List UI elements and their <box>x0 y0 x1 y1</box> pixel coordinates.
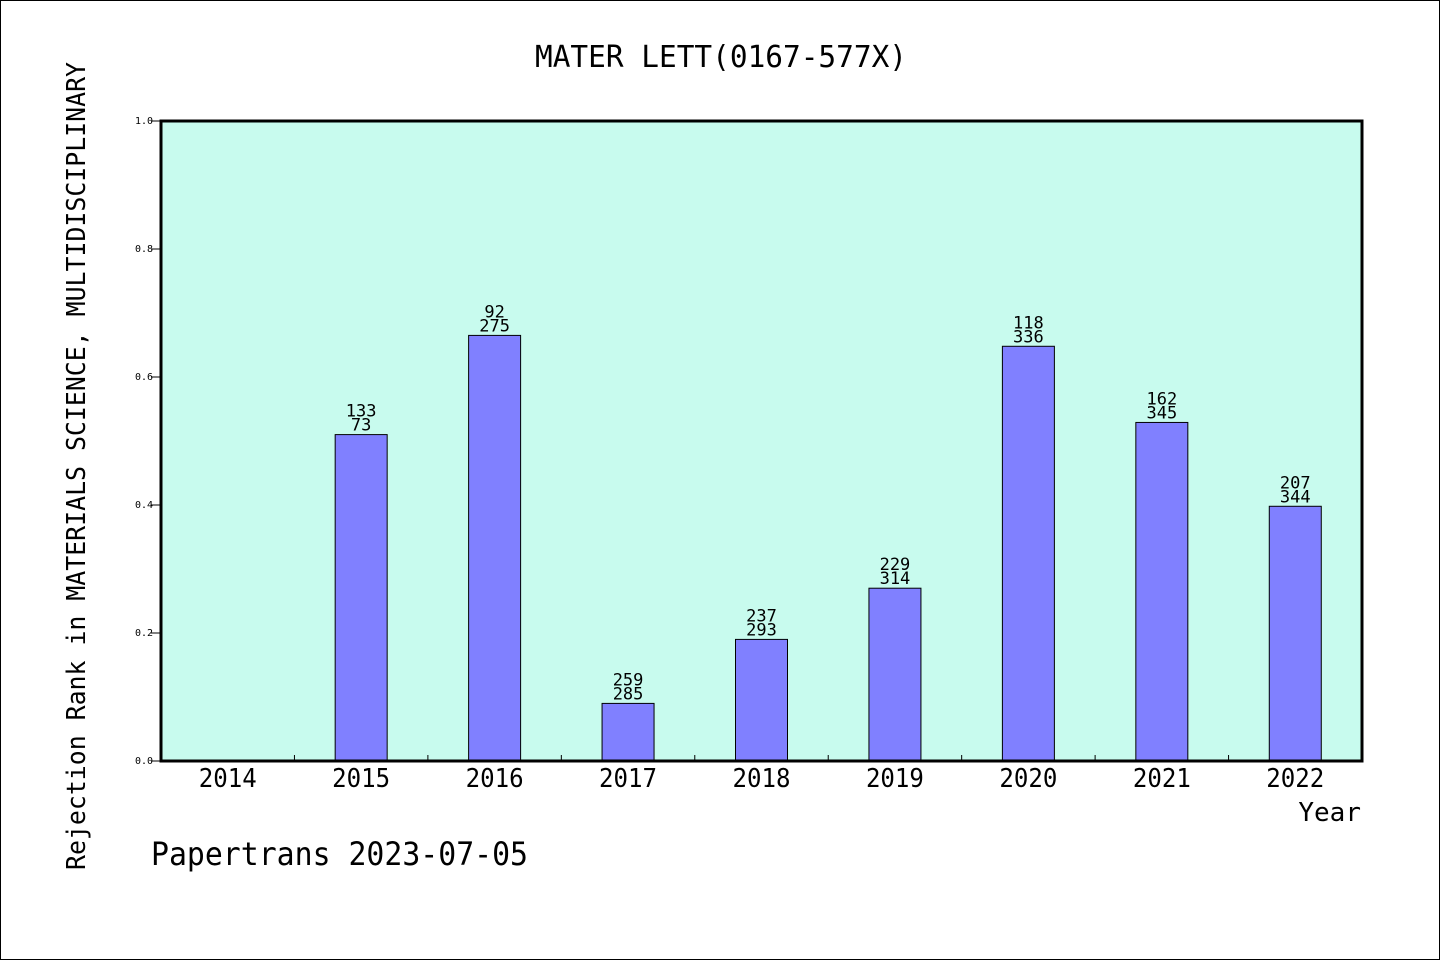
bar-label-top: 207 <box>1280 473 1311 493</box>
bar-label-top: 237 <box>746 606 777 626</box>
footer-credit: Papertrans 2023-07-05 <box>151 835 528 873</box>
bar-label-bottom: 344 <box>1280 487 1311 507</box>
y-tick-label: 0.0 <box>135 756 153 767</box>
x-tick-label: 2021 <box>1133 764 1191 794</box>
bar-2020 <box>1001 345 1055 762</box>
bar-label-top: 118 <box>1013 313 1044 333</box>
bar-2019 <box>868 587 922 762</box>
x-tick-label: 2015 <box>332 764 390 794</box>
bar-2018 <box>735 638 788 762</box>
bar-label-top: 162 <box>1146 389 1177 409</box>
y-axis-label: Rejection Rank in MATERIALS SCIENCE, MUL… <box>62 62 92 870</box>
bar-2022 <box>1268 505 1322 762</box>
x-axis-ticks: 2014 2015 2016 2017 2018 2019 2020 2021 2022 <box>199 755 1324 794</box>
y-tick-label: 0.8 <box>135 244 153 255</box>
bar-2016 <box>468 334 522 762</box>
bar-label-bottom: 73 <box>351 416 371 436</box>
bar-label-top: 92 <box>484 302 504 322</box>
x-tick-label: 2020 <box>999 764 1057 794</box>
bar-label-bottom: 314 <box>880 569 911 589</box>
bar-2021 <box>1135 421 1189 762</box>
bar-label-top: 259 <box>613 670 644 690</box>
x-tick-label: 2019 <box>866 764 924 794</box>
y-tick-label: 0.4 <box>135 500 153 511</box>
bars <box>334 334 1322 762</box>
x-tick-label: 2016 <box>466 764 524 794</box>
bar-2015 <box>334 434 388 762</box>
x-tick-label: 2022 <box>1266 764 1324 794</box>
plot-border <box>159 119 1364 763</box>
bar-label-bottom: 285 <box>613 684 644 704</box>
bar-label-top: 229 <box>880 555 911 575</box>
x-axis-label: Year <box>1298 798 1361 828</box>
y-axis-ticks: 0.0 0.2 0.4 0.6 0.8 1.0 <box>135 116 161 767</box>
x-tick-label: 2018 <box>733 764 791 794</box>
x-tick-label: 2017 <box>599 764 657 794</box>
bar-label-bottom: 336 <box>1013 327 1044 347</box>
y-tick-label: 1.0 <box>135 116 153 127</box>
bar-label-top: 133 <box>346 402 377 422</box>
bar-label-bottom: 293 <box>746 620 777 640</box>
bar-2017 <box>601 702 655 762</box>
bar-label-bottom: 275 <box>479 316 510 336</box>
bar-label-bottom: 345 <box>1146 403 1177 423</box>
y-tick-label: 0.6 <box>135 372 153 383</box>
x-tick-label: 2014 <box>199 764 257 794</box>
y-tick-label: 0.2 <box>135 628 153 639</box>
chart-title: MATER LETT(0167-577X) <box>535 40 907 75</box>
